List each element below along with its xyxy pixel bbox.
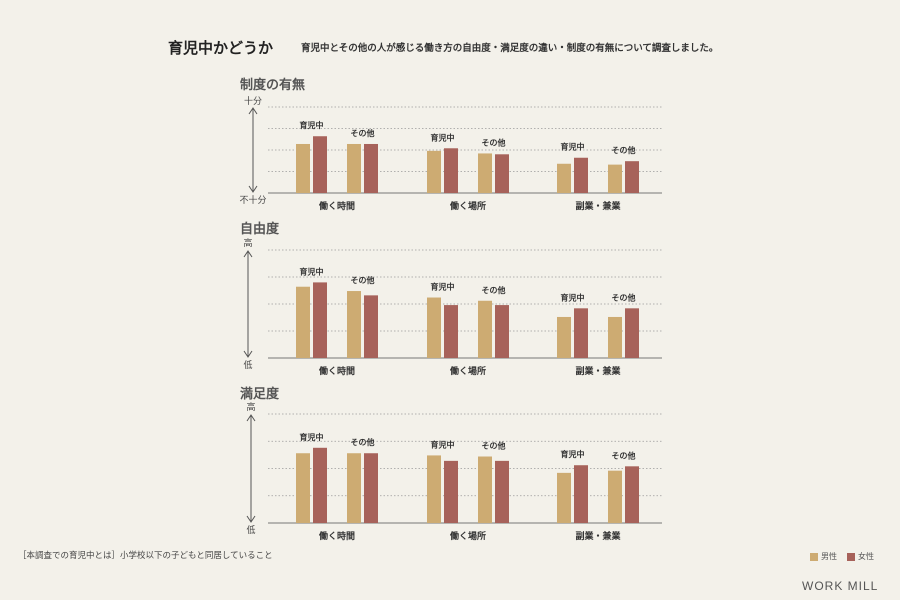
bar-female: [495, 460, 509, 523]
category-label: 副業・兼業: [575, 530, 621, 542]
bar-group-label: 育児中: [431, 439, 455, 449]
bar-male: [347, 143, 361, 193]
category-label: 副業・兼業: [575, 200, 621, 212]
axis-top-label: 高: [243, 237, 252, 249]
legend-item-male: 男性: [810, 551, 837, 562]
bar-group-label: その他: [482, 137, 506, 147]
category-label: 働く時間: [318, 365, 355, 377]
bar-group-label: 育児中: [300, 120, 324, 130]
bar-female: [574, 465, 588, 523]
bar-female: [364, 453, 378, 523]
axis-arrow-down-icon: [246, 515, 256, 523]
bar-group-label: 育児中: [561, 142, 585, 152]
axis-top-label: 十分: [244, 95, 262, 107]
bar-group-label: 育児中: [561, 292, 585, 302]
chart-title-jiyudo: 自由度: [240, 222, 280, 237]
bar-female: [625, 466, 639, 523]
brand-logo: WORK MILL: [802, 579, 879, 593]
chart-title-manzokudo: 満足度: [240, 387, 280, 402]
legend-item-female: 女性: [847, 551, 874, 562]
chart-title-seido: 制度の有無: [240, 78, 306, 93]
category-label: 働く時間: [318, 200, 355, 212]
bar-group-label: その他: [351, 437, 375, 447]
bar-male: [478, 153, 492, 193]
axis-arrow-down-icon: [248, 185, 258, 193]
bar-male: [608, 470, 622, 523]
legend-swatch-male: [810, 552, 818, 561]
legend-swatch-female: [847, 552, 855, 561]
bar-group-label: その他: [612, 145, 636, 155]
bar-male: [478, 300, 492, 358]
bar-female: [574, 308, 588, 358]
bar-female: [625, 308, 639, 358]
axis-arrow-up-icon: [243, 250, 253, 258]
bar-male: [608, 164, 622, 193]
page-title: 育児中かどうか: [168, 39, 274, 57]
bar-female: [574, 157, 588, 193]
bar-male: [427, 297, 441, 358]
bar-female: [625, 161, 639, 193]
category-label: 働く場所: [449, 365, 486, 377]
bar-male: [608, 316, 622, 358]
bar-group-label: その他: [482, 285, 506, 295]
bar-female: [313, 136, 327, 193]
bar-male: [296, 286, 310, 358]
bar-male: [347, 291, 361, 358]
axis-bottom-label: 低: [246, 524, 255, 536]
bar-male: [557, 163, 571, 193]
bar-female: [364, 143, 378, 193]
bar-group-label: 育児中: [431, 282, 455, 292]
axis-arrow-down-icon: [243, 350, 253, 358]
axis-top-label: 高: [246, 401, 255, 413]
axis-arrow-up-icon: [246, 414, 256, 422]
bar-male: [347, 453, 361, 523]
page-subtitle: 育児中とその他の人が感じる働き方の自由度・満足度の違い・制度の有無について調査し…: [301, 43, 719, 54]
footnote: ［本調査での育児中とは］小学校以下の子どもと同居していること: [18, 551, 273, 561]
bar-female: [444, 460, 458, 523]
bar-female: [444, 305, 458, 358]
bar-male: [557, 316, 571, 358]
axis-bottom-label: 不十分: [239, 194, 266, 206]
bar-group-label: 育児中: [431, 132, 455, 142]
category-label: 働く時間: [318, 530, 355, 542]
legend: 男性 女性: [810, 551, 874, 562]
bar-group-label: 育児中: [300, 266, 324, 276]
bar-group-label: その他: [351, 275, 375, 285]
bar-male: [296, 143, 310, 193]
bar-female: [495, 305, 509, 358]
bar-male: [427, 150, 441, 193]
bar-male: [478, 456, 492, 523]
bar-female: [364, 295, 378, 358]
bar-male: [296, 453, 310, 523]
bar-female: [313, 282, 327, 358]
category-label: 副業・兼業: [575, 365, 621, 377]
bar-group-label: その他: [612, 450, 636, 460]
bar-male: [557, 472, 571, 523]
bar-female: [313, 447, 327, 523]
bar-female: [444, 148, 458, 193]
legend-label-male: 男性: [821, 552, 837, 561]
axis-arrow-up-icon: [248, 107, 258, 115]
category-label: 働く場所: [449, 200, 486, 212]
category-label: 働く場所: [449, 530, 486, 542]
bar-group-label: その他: [612, 292, 636, 302]
bar-female: [495, 154, 509, 193]
bar-group-label: 育児中: [561, 449, 585, 459]
bar-group-label: その他: [482, 441, 506, 451]
bar-group-label: その他: [351, 128, 375, 138]
bar-male: [427, 455, 441, 523]
axis-bottom-label: 低: [243, 359, 252, 371]
bar-group-label: 育児中: [300, 432, 324, 442]
legend-label-female: 女性: [858, 552, 874, 561]
